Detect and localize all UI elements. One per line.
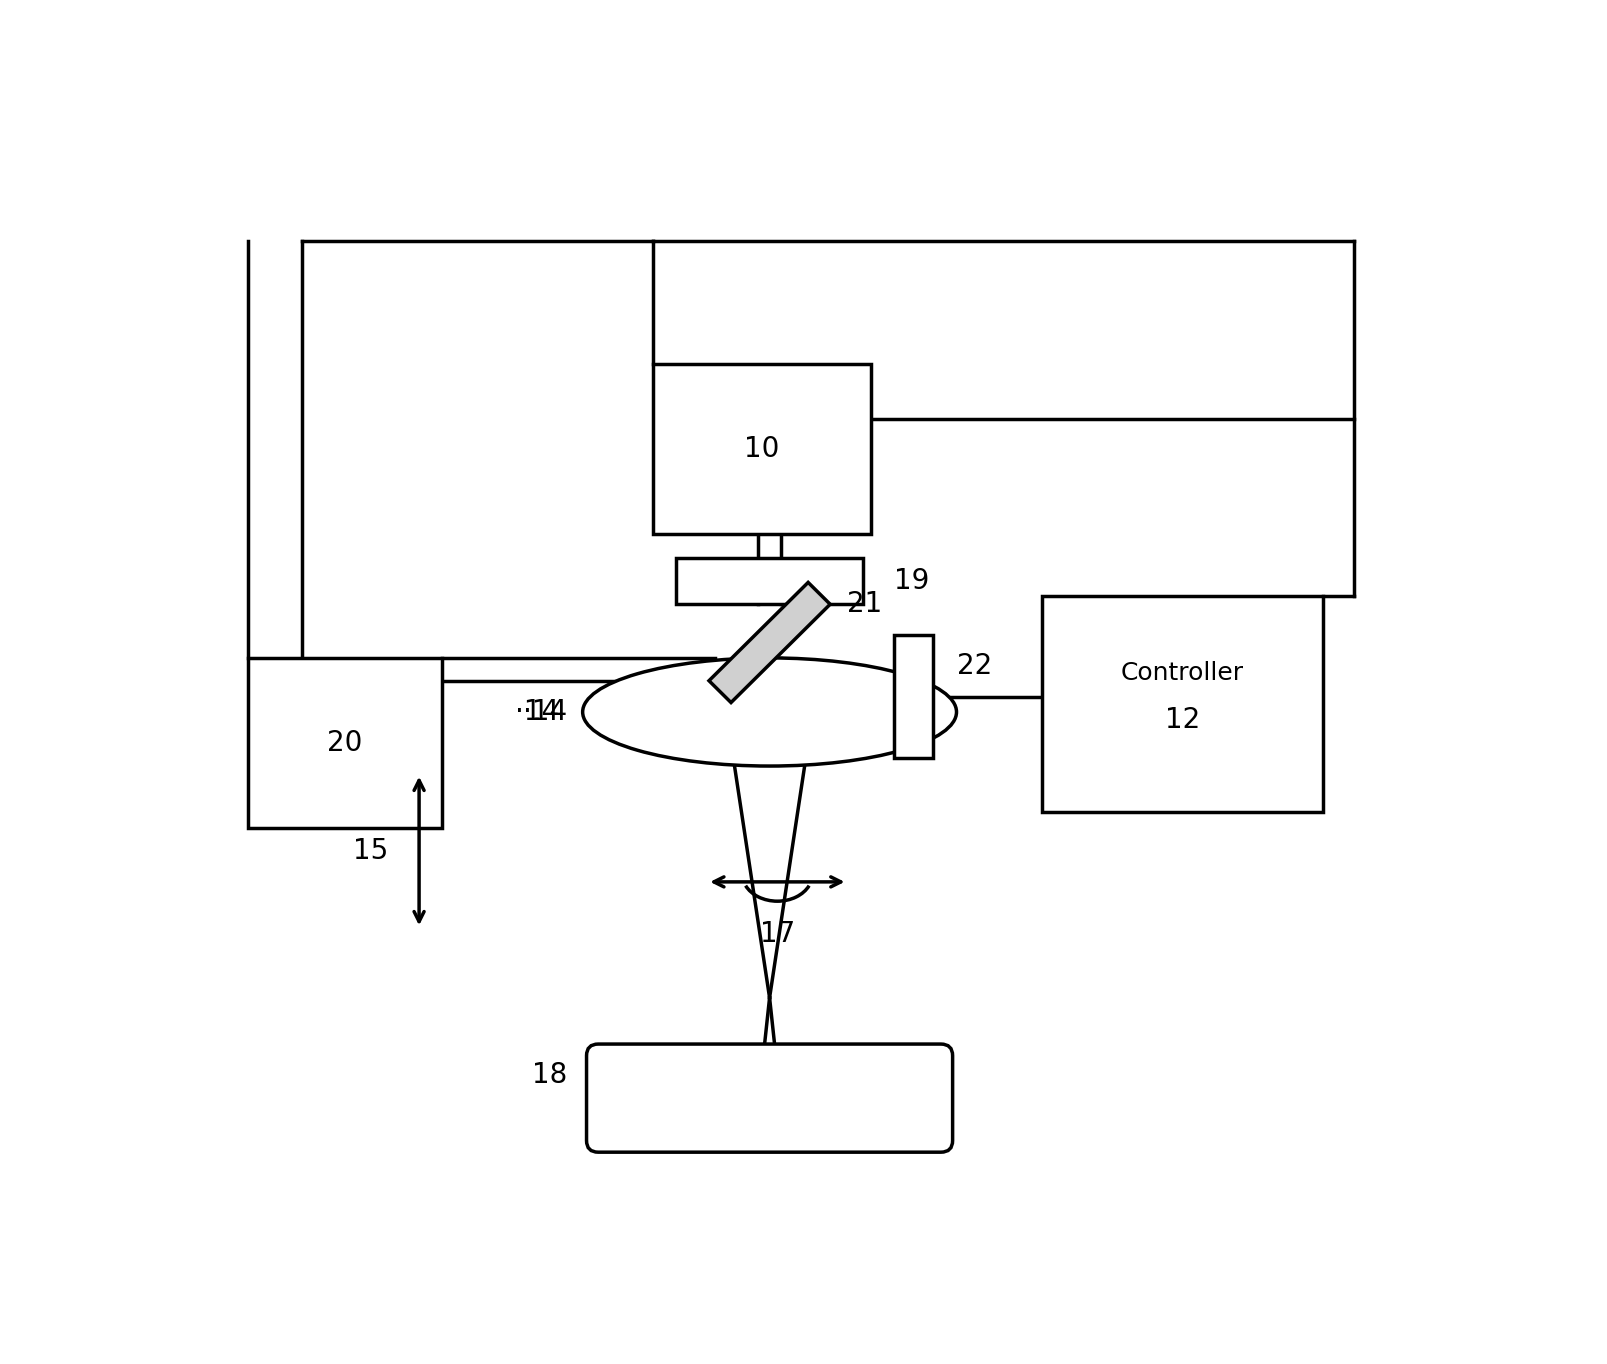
Text: 17: 17 bbox=[759, 921, 794, 948]
Text: 20: 20 bbox=[328, 728, 363, 757]
Text: 15: 15 bbox=[352, 837, 387, 865]
FancyBboxPatch shape bbox=[1041, 596, 1323, 813]
Text: Controller: Controller bbox=[1120, 662, 1244, 685]
FancyBboxPatch shape bbox=[893, 634, 932, 758]
Text: 22: 22 bbox=[956, 652, 992, 679]
Text: 19: 19 bbox=[893, 566, 929, 595]
Ellipse shape bbox=[582, 657, 956, 767]
FancyBboxPatch shape bbox=[652, 364, 871, 535]
Text: 10: 10 bbox=[744, 435, 779, 464]
FancyBboxPatch shape bbox=[675, 558, 863, 604]
Text: 12: 12 bbox=[1163, 705, 1199, 734]
Text: 21: 21 bbox=[847, 589, 882, 618]
FancyBboxPatch shape bbox=[247, 657, 442, 828]
Text: 18: 18 bbox=[532, 1061, 567, 1088]
FancyBboxPatch shape bbox=[587, 1043, 951, 1153]
Text: ·14: ·14 bbox=[522, 698, 567, 726]
Text: ·14: ·14 bbox=[514, 698, 559, 726]
Polygon shape bbox=[709, 582, 829, 702]
